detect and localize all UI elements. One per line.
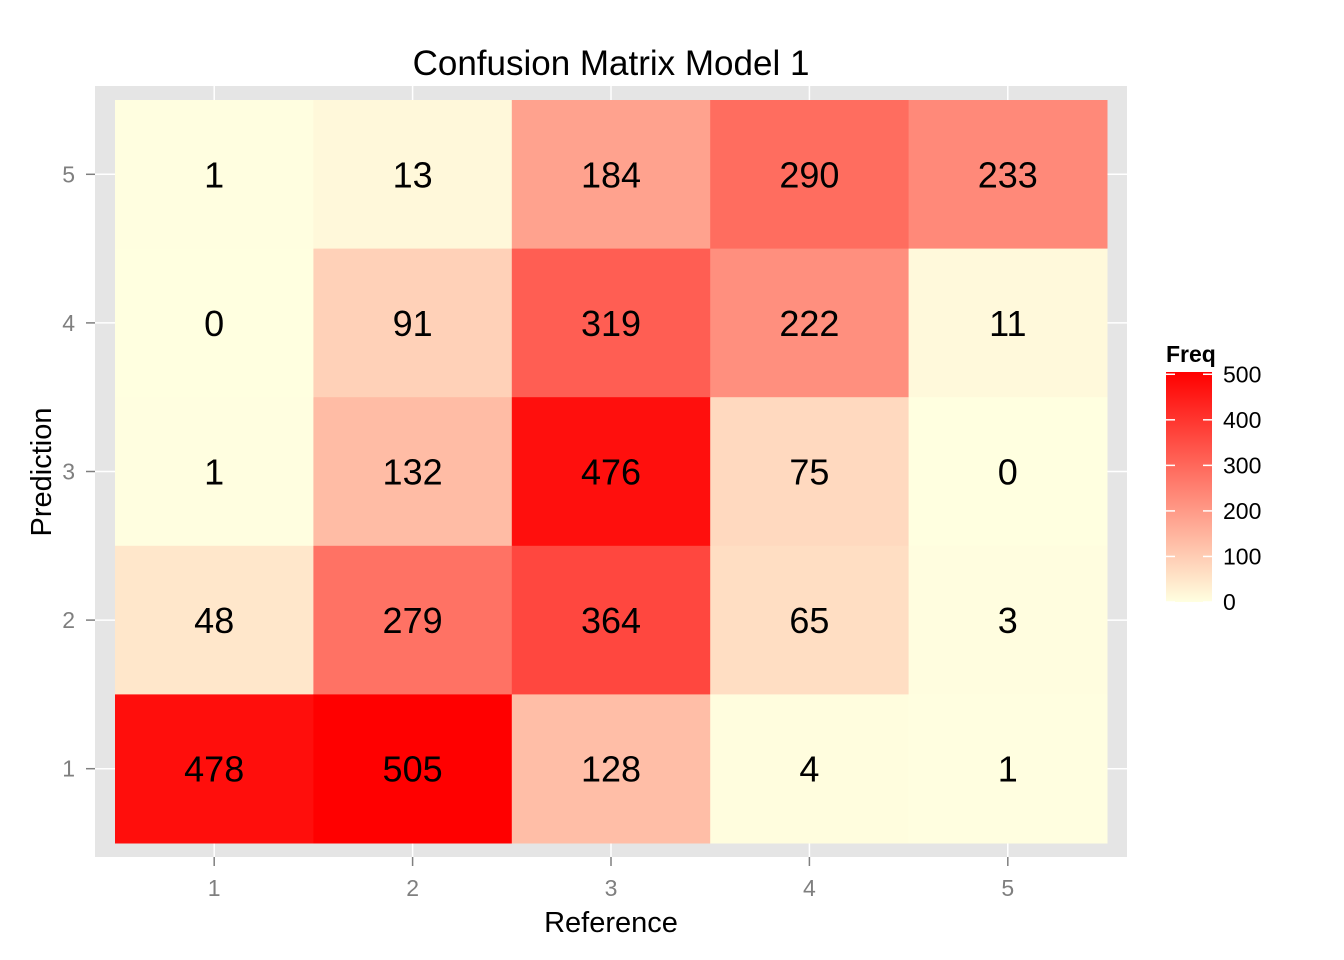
heatmap-cell xyxy=(115,248,314,398)
cell-value-label: 233 xyxy=(978,154,1038,195)
cell-value-label: 0 xyxy=(204,303,224,344)
legend-tick-label: 200 xyxy=(1223,498,1261,524)
cell-value-label: 91 xyxy=(393,303,433,344)
heatmap-cell xyxy=(511,694,711,844)
cell-value-label: 505 xyxy=(383,749,443,790)
cell-value-label: 279 xyxy=(383,600,443,641)
cell-value-label: 319 xyxy=(581,303,641,344)
cell-value-label: 364 xyxy=(581,600,641,641)
cell-value-label: 13 xyxy=(393,154,433,195)
heatmap-cell xyxy=(313,694,513,844)
y-tick-label: 1 xyxy=(62,756,75,782)
legend-tick-label: 100 xyxy=(1223,543,1261,569)
heatmap-cell xyxy=(908,545,1108,695)
heatmap-cell xyxy=(313,100,513,250)
heatmap-cell xyxy=(511,397,711,547)
x-tick-label: 3 xyxy=(605,875,618,901)
heatmap-cell xyxy=(115,694,314,844)
y-tick-label: 5 xyxy=(62,161,75,187)
cell-value-label: 11 xyxy=(989,303,1026,344)
heatmap-cell xyxy=(511,248,711,398)
cell-value-label: 65 xyxy=(789,600,829,641)
heatmap-cell xyxy=(908,248,1108,398)
y-tick-label: 4 xyxy=(62,310,75,336)
heatmap-cell xyxy=(313,545,513,695)
cell-value-label: 184 xyxy=(581,154,641,195)
heatmap-cell xyxy=(710,694,910,844)
color-legend: 0 100 200 300 400 500 xyxy=(1166,361,1261,615)
x-tick-label: 5 xyxy=(1001,875,1014,901)
heatmap-cell xyxy=(710,397,910,547)
heatmap-cell xyxy=(710,545,910,695)
heatmap-cell xyxy=(313,397,513,547)
cell-value-label: 222 xyxy=(779,303,839,344)
legend-color-bar xyxy=(1166,372,1212,602)
cell-value-label: 128 xyxy=(581,749,641,790)
y-tick-label: 3 xyxy=(62,459,75,485)
x-tick-label: 1 xyxy=(208,875,221,901)
x-axis-title: Reference xyxy=(544,907,678,939)
cell-value-label: 290 xyxy=(779,154,839,195)
heatmap-cell xyxy=(115,397,314,547)
legend-tick-label: 0 xyxy=(1223,589,1236,615)
heatmap-cell xyxy=(908,397,1108,547)
cell-value-label: 0 xyxy=(998,452,1018,493)
cell-value-label: 1 xyxy=(204,452,224,493)
legend-tick-label: 300 xyxy=(1223,452,1261,478)
heatmap-cell xyxy=(115,545,314,695)
x-tick-label: 4 xyxy=(803,875,816,901)
cell-value-label: 3 xyxy=(998,600,1018,641)
heatmap-cell xyxy=(511,545,711,695)
heatmap-cell xyxy=(511,100,711,250)
chart-title: Confusion Matrix Model 1 xyxy=(413,44,810,83)
heatmap-cell xyxy=(115,100,314,250)
cell-value-label: 1 xyxy=(204,154,224,195)
cell-value-label: 132 xyxy=(383,452,443,493)
cell-value-label: 478 xyxy=(184,749,244,790)
heatmap-cell xyxy=(710,248,910,398)
y-tick-label: 2 xyxy=(62,607,75,633)
cell-value-label: 75 xyxy=(789,452,829,493)
heatmap-cell xyxy=(908,694,1108,844)
cell-value-label: 4 xyxy=(799,749,819,790)
cell-value-label: 476 xyxy=(581,452,641,493)
heatmap-cell xyxy=(710,100,910,250)
y-axis-title: Prediction xyxy=(26,408,58,537)
cell-value-label: 48 xyxy=(194,600,234,641)
legend-title: Freq xyxy=(1166,341,1216,367)
cell-value-label: 1 xyxy=(998,749,1018,790)
heatmap-cell xyxy=(313,248,513,398)
legend-tick-label: 500 xyxy=(1223,361,1261,387)
legend-tick-label: 400 xyxy=(1223,407,1261,433)
x-tick-label: 2 xyxy=(406,875,419,901)
heatmap-cell xyxy=(908,100,1108,250)
